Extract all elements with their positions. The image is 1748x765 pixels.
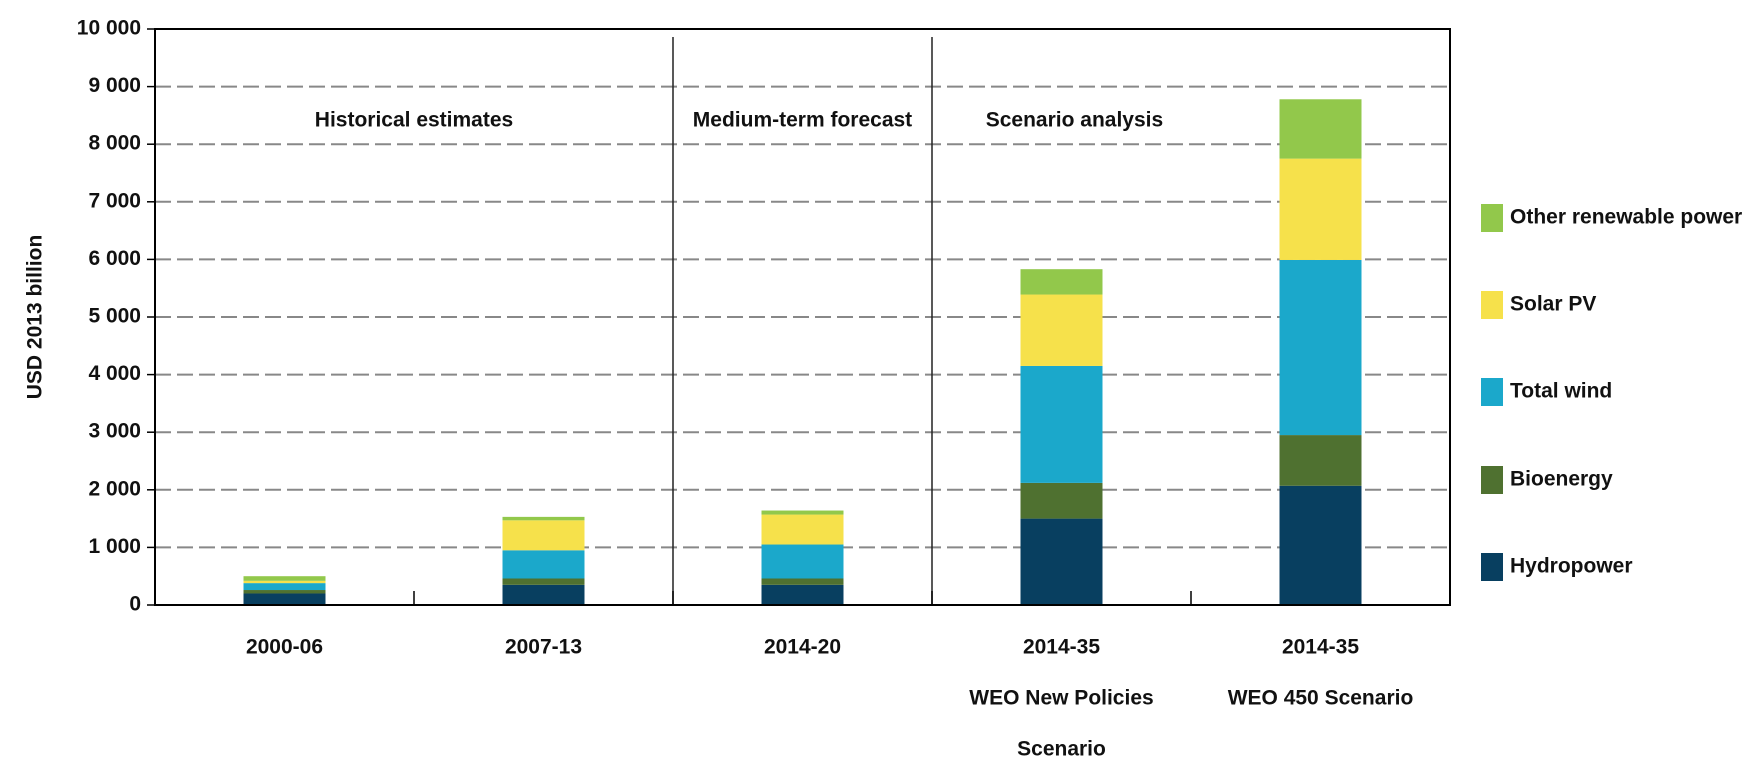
bar-segment: [1020, 482, 1103, 519]
bar-segment: [761, 514, 844, 545]
y-tick-label: 6 000: [88, 247, 141, 270]
y-tick-label: 1 000: [88, 535, 141, 558]
bar-segment: [502, 520, 585, 551]
bar-segment: [761, 578, 844, 585]
bar-segment: [1279, 485, 1362, 605]
x-tick-label: WEO 450 Scenario: [1228, 687, 1414, 710]
bar-segment: [243, 593, 326, 605]
period-annotation: Medium-term forecast: [693, 109, 912, 132]
y-tick-label: 0: [129, 593, 141, 616]
bar-segment: [1020, 269, 1103, 295]
bar-segment: [243, 583, 326, 591]
bar-segment: [502, 584, 585, 605]
legend-label: Bioenergy: [1510, 468, 1613, 491]
legend-swatch: [1481, 291, 1503, 319]
period-annotation: Scenario analysis: [986, 109, 1163, 132]
x-tick-label: 2007-13: [505, 636, 582, 659]
x-tick-label: 2014-35: [1282, 636, 1359, 659]
bar-segment: [1020, 365, 1103, 483]
x-tick-label: 2014-20: [764, 636, 841, 659]
legend-swatch: [1481, 378, 1503, 406]
bar-segment: [243, 590, 326, 594]
legend-swatch: [1481, 466, 1503, 494]
y-tick-label: 8 000: [88, 132, 141, 155]
x-tick-label: WEO New Policies: [969, 687, 1153, 710]
bar-segment: [761, 510, 844, 515]
y-axis-label: USD 2013 billion: [24, 235, 47, 400]
y-tick-label: 4 000: [88, 362, 141, 385]
bar-segment: [1279, 435, 1362, 486]
bar-segment: [1020, 518, 1103, 605]
plot-frame: [154, 28, 1451, 606]
bar-segment: [502, 550, 585, 579]
legend-label: Other renewable power: [1510, 206, 1742, 229]
bar-segment: [1020, 294, 1103, 366]
bar-segment: [243, 576, 326, 581]
y-tick-label: 10 000: [77, 17, 141, 40]
bar-segment: [1279, 99, 1362, 159]
legend-label: Total wind: [1510, 380, 1612, 403]
y-tick-label: 5 000: [88, 305, 141, 328]
x-tick-label: Scenario: [1017, 738, 1106, 761]
y-tick-label: 2 000: [88, 477, 141, 500]
bar-segment: [502, 516, 585, 521]
x-tick-label: 2014-35: [1023, 636, 1100, 659]
bar-segment: [761, 584, 844, 605]
y-tick-label: 3 000: [88, 420, 141, 443]
period-annotation: Historical estimates: [315, 109, 513, 132]
legend-swatch: [1481, 553, 1503, 581]
y-tick-label: 7 000: [88, 189, 141, 212]
bar-segment: [1279, 259, 1362, 436]
bar-segment: [502, 578, 585, 585]
legend-label: Hydropower: [1510, 555, 1633, 578]
bar-segment: [243, 580, 326, 584]
legend-swatch: [1481, 204, 1503, 232]
y-tick-label: 9 000: [88, 74, 141, 97]
bar-segment: [761, 544, 844, 579]
x-tick-label: 2000-06: [246, 636, 323, 659]
legend-label: Solar PV: [1510, 293, 1596, 316]
bar-segment: [1279, 158, 1362, 260]
